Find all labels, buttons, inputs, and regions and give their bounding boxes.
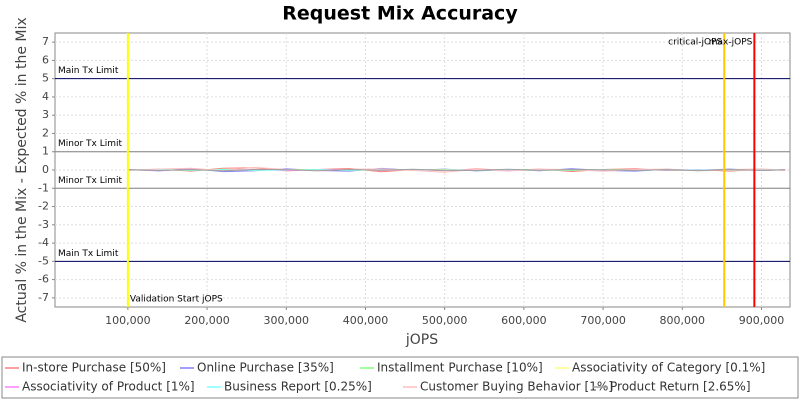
- y-tick-label: -1: [38, 181, 49, 194]
- legend-label: Business Report [0.25%]: [224, 380, 372, 394]
- x-tick-label: 600,000: [501, 314, 547, 327]
- y-tick-label: 1: [42, 145, 49, 158]
- h-marker-label: Main Tx Limit: [58, 249, 119, 259]
- legend-label: Customer Buying Behavior [1%]: [420, 380, 613, 394]
- legend-label: Installment Purchase [10%]: [377, 361, 543, 375]
- h-marker-label: Main Tx Limit: [58, 66, 119, 76]
- h-marker-label: Minor Tx Limit: [58, 176, 123, 186]
- chart-title: Request Mix Accuracy: [282, 3, 518, 25]
- legend-label: In-store Purchase [50%]: [22, 361, 166, 375]
- x-axis-label: jOPS: [405, 332, 438, 348]
- y-tick-label: 3: [42, 108, 49, 121]
- x-tick-label: 800,000: [660, 314, 706, 327]
- y-tick-label: -5: [38, 254, 49, 267]
- y-tick-label: -7: [38, 291, 49, 304]
- y-tick-label: -3: [38, 218, 49, 231]
- x-tick-label: 300,000: [264, 314, 310, 327]
- legend-label: Associativity of Product [1%]: [22, 380, 195, 394]
- x-tick-label: 400,000: [343, 314, 389, 327]
- legend-label: Product Return [2.65%]: [610, 380, 751, 394]
- x-tick-label: 900,000: [739, 314, 785, 327]
- y-tick-label: 2: [42, 126, 49, 139]
- y-tick-label: -6: [38, 273, 49, 286]
- y-tick-label: 0: [42, 163, 49, 176]
- h-marker-label: Minor Tx Limit: [58, 139, 123, 149]
- y-tick-label: 7: [42, 35, 49, 48]
- x-tick-label: 100,000: [105, 314, 151, 327]
- x-tick-label: 700,000: [580, 314, 626, 327]
- series-line: [127, 168, 786, 172]
- x-tick-label: 200,000: [184, 314, 230, 327]
- y-tick-label: 6: [42, 53, 49, 66]
- legend-label: Associativity of Category [0.1%]: [572, 361, 765, 375]
- legend-box: [1, 356, 799, 399]
- y-tick-label: -4: [38, 236, 49, 249]
- v-marker-label: max-jOPS: [709, 38, 753, 48]
- y-tick-label: 5: [42, 72, 49, 85]
- v-marker-label: critical-jOPS: [668, 38, 722, 48]
- x-tick-label: 500,000: [422, 314, 468, 327]
- v-marker-label: Validation Start jOPS: [130, 295, 223, 305]
- y-tick-label: -2: [38, 200, 49, 213]
- y-tick-label: 4: [42, 90, 49, 103]
- y-axis-label: Actual % in the Mix - Expected % in the …: [14, 17, 30, 322]
- legend-label: Online Purchase [35%]: [197, 361, 334, 375]
